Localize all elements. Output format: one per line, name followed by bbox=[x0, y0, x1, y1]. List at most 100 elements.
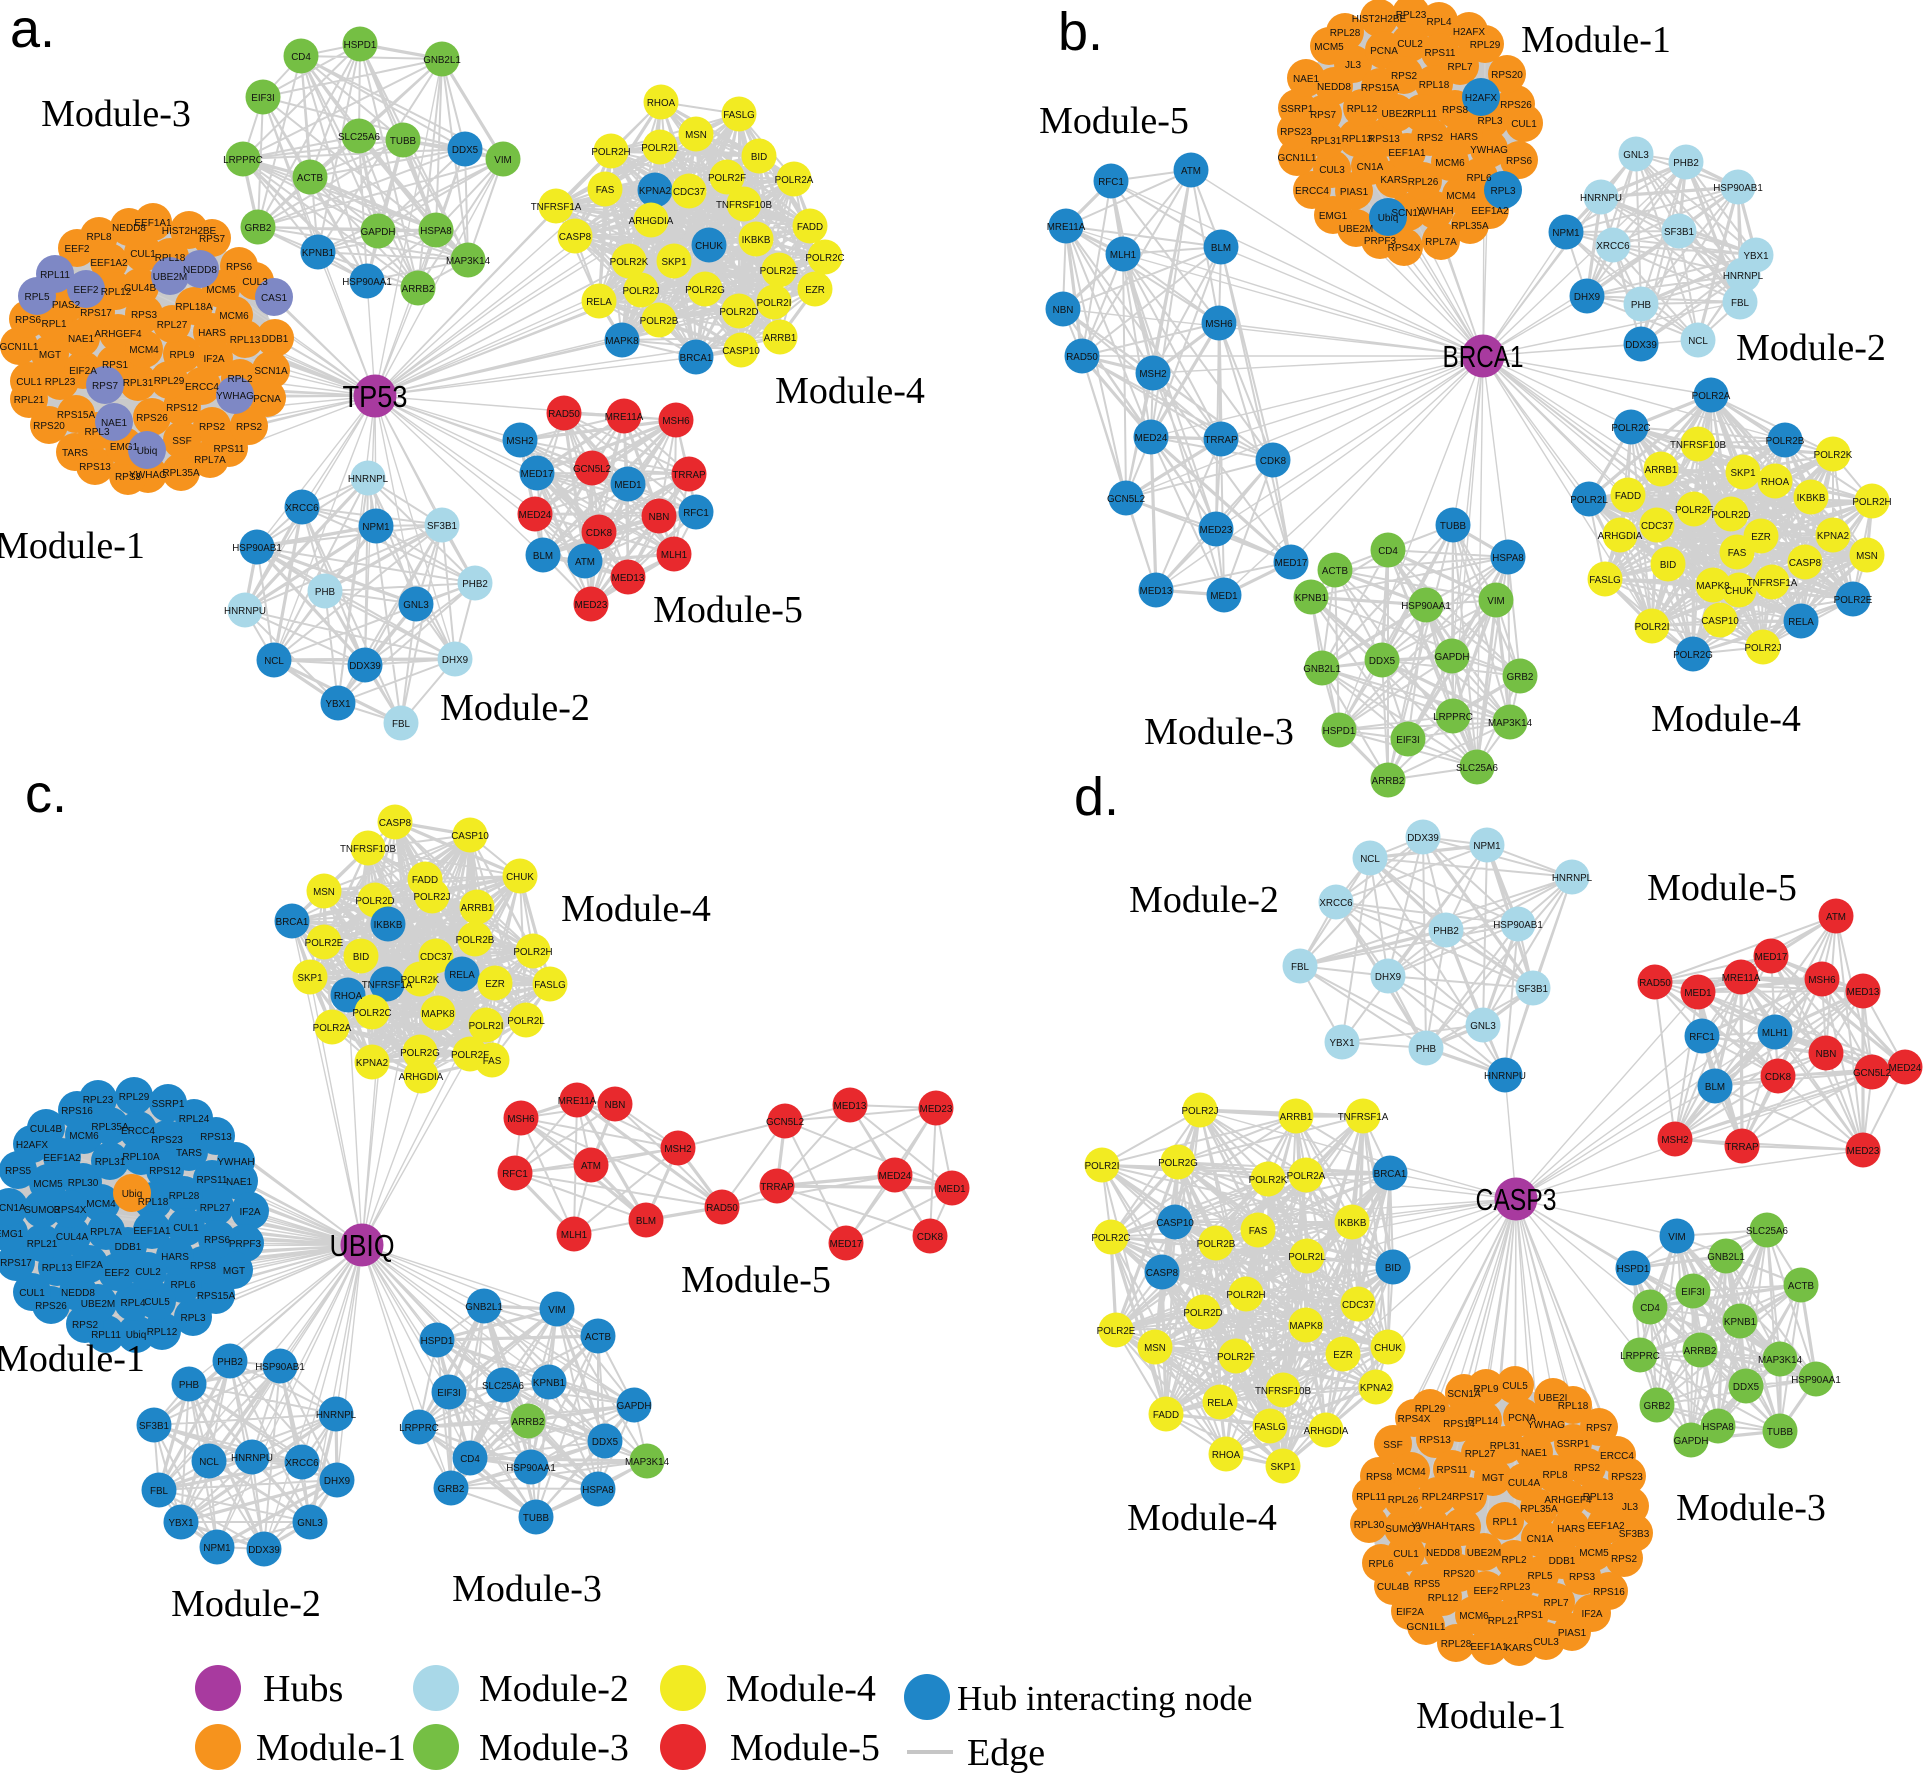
svg-text:RPS11: RPS11 bbox=[214, 444, 245, 455]
svg-text:YWHAG: YWHAG bbox=[216, 391, 254, 402]
svg-text:ERCC4: ERCC4 bbox=[1295, 186, 1329, 197]
svg-text:POLR2C: POLR2C bbox=[352, 1008, 391, 1019]
svg-text:NBN: NBN bbox=[605, 1100, 626, 1111]
svg-text:RPL29: RPL29 bbox=[1470, 40, 1501, 51]
svg-text:POLR2B: POLR2B bbox=[1766, 436, 1805, 447]
svg-text:RPL11: RPL11 bbox=[1407, 109, 1437, 120]
svg-text:CD4: CD4 bbox=[460, 1454, 480, 1465]
svg-text:TUBB: TUBB bbox=[523, 1513, 550, 1524]
svg-text:GCN5L2: GCN5L2 bbox=[766, 1117, 804, 1128]
svg-text:KPNB1: KPNB1 bbox=[1724, 1317, 1756, 1328]
svg-text:HSPA8: HSPA8 bbox=[582, 1485, 614, 1496]
svg-text:NAE1: NAE1 bbox=[101, 418, 128, 429]
svg-text:HNRNPU: HNRNPU bbox=[1580, 193, 1622, 204]
svg-text:MAP3K14: MAP3K14 bbox=[446, 256, 491, 267]
svg-text:MSN: MSN bbox=[1856, 551, 1878, 562]
svg-text:EZR: EZR bbox=[805, 285, 825, 296]
svg-text:TRRAP: TRRAP bbox=[760, 1182, 794, 1193]
svg-text:RPL30: RPL30 bbox=[1354, 1520, 1385, 1531]
svg-text:RPS7: RPS7 bbox=[92, 381, 119, 392]
svg-text:POLR2J: POLR2J bbox=[622, 286, 659, 297]
svg-text:LRPPRC: LRPPRC bbox=[223, 155, 263, 166]
svg-text:ARRB2: ARRB2 bbox=[1684, 1346, 1717, 1357]
svg-text:RPL28: RPL28 bbox=[1330, 28, 1361, 39]
svg-text:SSF: SSF bbox=[1383, 1440, 1402, 1451]
svg-text:MLH1: MLH1 bbox=[1110, 250, 1136, 261]
svg-text:RPL6: RPL6 bbox=[1466, 173, 1491, 184]
svg-text:POLR2A: POLR2A bbox=[313, 1023, 352, 1034]
svg-text:GAPDH: GAPDH bbox=[1435, 652, 1470, 663]
svg-text:POLR2I: POLR2I bbox=[757, 298, 792, 309]
svg-text:RPS20: RPS20 bbox=[33, 421, 65, 432]
svg-text:EEF2: EEF2 bbox=[104, 1268, 129, 1279]
svg-text:PIAS1: PIAS1 bbox=[1340, 187, 1369, 198]
svg-text:RPL7: RPL7 bbox=[1543, 1598, 1568, 1609]
svg-text:RPS13: RPS13 bbox=[1419, 1435, 1451, 1446]
svg-text:Module-4: Module-4 bbox=[1651, 698, 1801, 740]
svg-text:RPS6: RPS6 bbox=[15, 315, 42, 326]
svg-text:POLR2H: POLR2H bbox=[513, 947, 552, 958]
svg-text:MRE11A: MRE11A bbox=[1722, 973, 1761, 984]
svg-text:NPM1: NPM1 bbox=[1552, 228, 1579, 239]
svg-text:CUL1: CUL1 bbox=[1511, 119, 1537, 130]
svg-text:RFC1: RFC1 bbox=[1689, 1032, 1715, 1043]
svg-text:HSPA8: HSPA8 bbox=[420, 226, 452, 237]
svg-text:NBN: NBN bbox=[649, 512, 670, 523]
svg-text:RPS5: RPS5 bbox=[5, 1166, 32, 1177]
svg-text:BID: BID bbox=[1660, 560, 1676, 571]
svg-text:ATM: ATM bbox=[581, 1161, 601, 1172]
svg-text:POLR2E: POLR2E bbox=[305, 938, 344, 949]
svg-text:UBE2M: UBE2M bbox=[1339, 224, 1373, 235]
svg-text:RPL23: RPL23 bbox=[45, 377, 76, 388]
svg-text:SKP1: SKP1 bbox=[661, 257, 686, 268]
svg-text:MAP3K14: MAP3K14 bbox=[1488, 718, 1533, 729]
svg-text:PCNA: PCNA bbox=[253, 394, 281, 405]
svg-text:c.: c. bbox=[25, 764, 67, 824]
svg-text:TUBB: TUBB bbox=[1440, 521, 1467, 532]
svg-text:GAPDH: GAPDH bbox=[361, 227, 396, 238]
svg-text:RPS26: RPS26 bbox=[35, 1301, 67, 1312]
svg-text:DDB1: DDB1 bbox=[1549, 1556, 1576, 1567]
svg-text:HARS: HARS bbox=[1557, 1524, 1585, 1535]
svg-text:RPL2: RPL2 bbox=[227, 374, 252, 385]
svg-text:RPS11: RPS11 bbox=[1425, 48, 1456, 59]
svg-text:CUL1: CUL1 bbox=[173, 1223, 199, 1234]
svg-text:RPS8: RPS8 bbox=[1442, 105, 1469, 116]
svg-text:MSH6: MSH6 bbox=[1205, 319, 1233, 330]
svg-text:BLM: BLM bbox=[636, 1216, 656, 1227]
svg-text:POLR2C: POLR2C bbox=[1611, 423, 1650, 434]
svg-text:POLR2E: POLR2E bbox=[1834, 595, 1873, 606]
svg-text:RPS15A: RPS15A bbox=[1361, 83, 1400, 94]
svg-text:RPL10A: RPL10A bbox=[122, 1152, 160, 1163]
svg-text:ERCC4: ERCC4 bbox=[121, 1126, 155, 1137]
svg-text:CD4: CD4 bbox=[1640, 1303, 1660, 1314]
svg-text:NEDD8: NEDD8 bbox=[61, 1288, 95, 1299]
svg-text:RPL6: RPL6 bbox=[1368, 1559, 1393, 1570]
svg-text:RPS16: RPS16 bbox=[61, 1106, 93, 1117]
svg-text:POLR2D: POLR2D bbox=[1711, 510, 1750, 521]
svg-text:TNFRSF1A: TNFRSF1A bbox=[362, 980, 413, 991]
svg-text:KPNB1: KPNB1 bbox=[533, 1378, 565, 1389]
svg-text:RPL28: RPL28 bbox=[1441, 1639, 1472, 1650]
svg-text:POLR2A: POLR2A bbox=[1287, 1171, 1326, 1182]
svg-text:MGT: MGT bbox=[1482, 1473, 1504, 1484]
svg-text:SLC25A6: SLC25A6 bbox=[1456, 763, 1498, 774]
svg-text:Module-3: Module-3 bbox=[1676, 1487, 1826, 1529]
svg-text:RPS6: RPS6 bbox=[204, 1235, 231, 1246]
svg-text:JL3: JL3 bbox=[1345, 60, 1362, 71]
svg-text:HNRNPL: HNRNPL bbox=[1723, 271, 1764, 282]
svg-text:RPL24: RPL24 bbox=[1422, 1492, 1453, 1503]
svg-text:HSPD1: HSPD1 bbox=[421, 1336, 454, 1347]
svg-text:EZR: EZR bbox=[485, 979, 505, 990]
svg-text:DHX9: DHX9 bbox=[1375, 972, 1401, 983]
svg-text:MED17: MED17 bbox=[521, 469, 554, 480]
svg-text:HSPA8: HSPA8 bbox=[1492, 553, 1524, 564]
svg-text:HSP90AB1: HSP90AB1 bbox=[1713, 183, 1763, 194]
svg-text:MSH6: MSH6 bbox=[1808, 975, 1836, 986]
svg-text:CUL3: CUL3 bbox=[1319, 165, 1345, 176]
svg-text:FASLG: FASLG bbox=[534, 980, 566, 991]
svg-text:HNRNPU: HNRNPU bbox=[231, 1453, 273, 1464]
svg-text:IKBKB: IKBKB bbox=[1338, 1218, 1367, 1229]
svg-text:IKBKB: IKBKB bbox=[374, 920, 403, 931]
svg-text:CUL4B: CUL4B bbox=[30, 1124, 63, 1135]
